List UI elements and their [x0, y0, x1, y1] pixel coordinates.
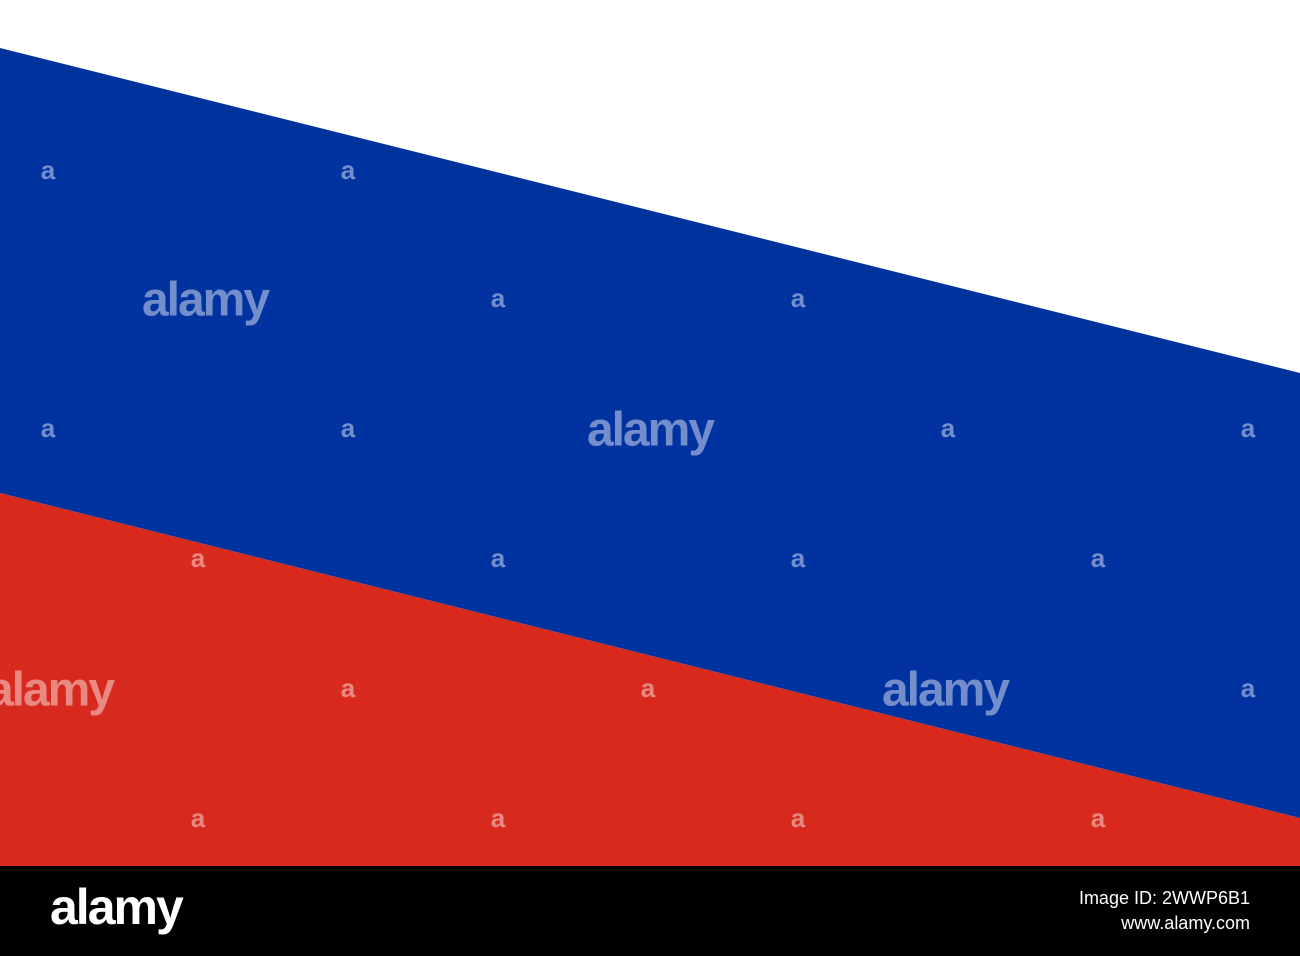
- watermark-mark: a: [341, 673, 356, 703]
- blue-stripe: [0, 48, 1300, 818]
- watermark: alamy: [587, 404, 715, 457]
- footer-logo: alamy: [50, 879, 184, 935]
- watermark-mark: a: [1091, 543, 1106, 573]
- watermark-mark: a: [791, 543, 806, 573]
- watermark-mark: a: [1241, 673, 1256, 703]
- watermark: alamy: [882, 664, 1010, 717]
- watermark-mark: a: [491, 803, 506, 833]
- watermark-mark: a: [41, 155, 56, 185]
- watermark-mark: a: [941, 413, 956, 443]
- watermark-mark: a: [191, 803, 206, 833]
- watermark-mark: a: [491, 543, 506, 573]
- watermark-mark: a: [341, 155, 356, 185]
- site-url: www.alamy.com: [1120, 913, 1250, 933]
- watermark-mark: a: [341, 413, 356, 443]
- watermark: alamy: [142, 274, 270, 327]
- watermark-mark: a: [641, 673, 656, 703]
- footer-bar: [0, 866, 1300, 956]
- watermark-mark: a: [1091, 803, 1106, 833]
- watermark-mark: a: [791, 283, 806, 313]
- watermark: alamy: [0, 664, 115, 717]
- red-stripe: [0, 493, 1300, 866]
- watermark-mark: a: [41, 413, 56, 443]
- image-id: Image ID: 2WWP6B1: [1079, 888, 1250, 908]
- watermark-layer: alamy alamy alamy alamy a a a a a a a a a a a a a a a a a a a: [0, 155, 1256, 833]
- watermark-mark: a: [1241, 413, 1256, 443]
- watermark-mark: a: [191, 543, 206, 573]
- watermark-mark: a: [491, 283, 506, 313]
- watermark-mark: a: [791, 803, 806, 833]
